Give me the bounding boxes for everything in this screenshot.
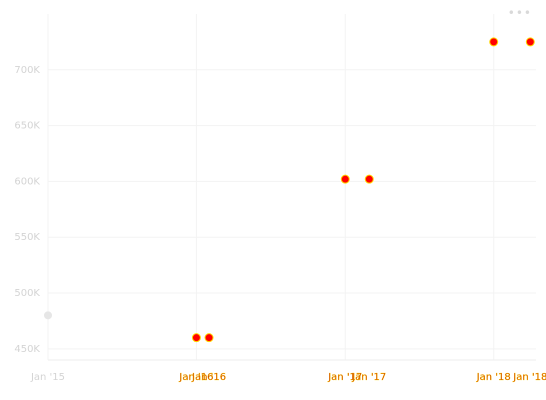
x-tick-label: Jan '16 xyxy=(178,372,213,383)
data-point xyxy=(525,37,535,47)
data-points xyxy=(44,37,535,343)
y-tick-label: 450K xyxy=(14,344,40,355)
data-point-muted xyxy=(44,311,52,320)
y-tick-label: 500K xyxy=(14,288,40,299)
x-tick-label: Jan '18 xyxy=(476,372,511,383)
data-point xyxy=(489,37,499,47)
grid-lines xyxy=(47,14,536,360)
data-point xyxy=(191,333,201,343)
x-tick-label: Jan '15 xyxy=(30,372,65,383)
data-point xyxy=(340,174,350,184)
x-annotation-label: Jan '16 xyxy=(178,372,213,383)
x-annotation-label: Jan '18 xyxy=(476,372,511,383)
y-tick-label: 650K xyxy=(14,121,40,132)
x-annotation-label: Jan '17 xyxy=(327,372,362,383)
y-axis: 450K 500K 550K 600K 650K 700K xyxy=(14,65,40,355)
y-tick-label: 700K xyxy=(14,65,40,76)
x-axis: Jan '15 Jan '16 Jan '17 Jan '18 xyxy=(30,359,536,383)
x-tick-label: Jan '17 xyxy=(327,372,362,383)
x-annotation-label: Jan '18 xyxy=(512,372,546,383)
y-tick-label: 600K xyxy=(14,176,40,187)
y-tick-label: 550K xyxy=(14,232,40,243)
more-options-icon[interactable]: ••• xyxy=(507,6,532,20)
data-point xyxy=(364,174,374,184)
x-annotation-label: Jan '17 xyxy=(351,372,386,383)
x-annotation-label: Jan '16 xyxy=(191,372,226,383)
data-point xyxy=(204,333,214,343)
